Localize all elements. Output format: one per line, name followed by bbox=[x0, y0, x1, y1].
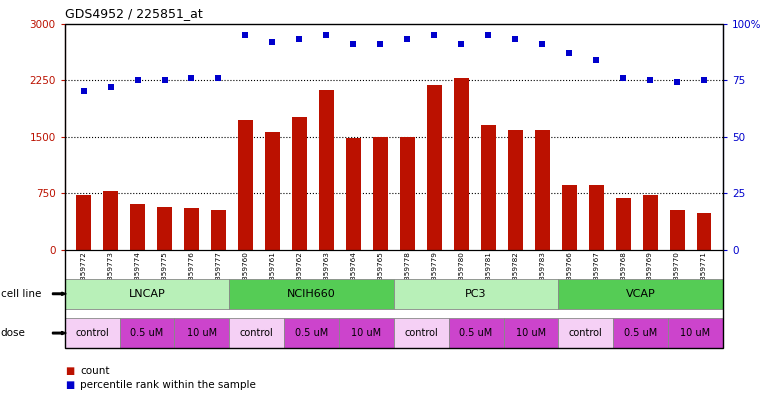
Bar bbox=[535, 130, 549, 250]
Text: LNCAP: LNCAP bbox=[129, 289, 165, 299]
Text: count: count bbox=[80, 366, 110, 376]
Bar bbox=[400, 137, 415, 250]
Bar bbox=[211, 210, 226, 250]
Text: PC3: PC3 bbox=[465, 289, 487, 299]
Bar bbox=[481, 125, 495, 250]
Bar bbox=[562, 185, 577, 250]
Text: control: control bbox=[569, 328, 603, 338]
Bar bbox=[265, 132, 280, 250]
Text: dose: dose bbox=[1, 328, 26, 338]
Text: 0.5 uM: 0.5 uM bbox=[460, 328, 492, 338]
Text: 0.5 uM: 0.5 uM bbox=[624, 328, 658, 338]
Text: VCAP: VCAP bbox=[626, 289, 655, 299]
Bar bbox=[292, 117, 307, 250]
Bar bbox=[157, 207, 172, 250]
Text: control: control bbox=[75, 328, 109, 338]
Bar bbox=[454, 78, 469, 250]
Bar bbox=[319, 90, 334, 250]
Text: cell line: cell line bbox=[1, 289, 41, 299]
Text: 0.5 uM: 0.5 uM bbox=[295, 328, 328, 338]
Bar bbox=[373, 137, 388, 250]
Text: NCIH660: NCIH660 bbox=[287, 289, 336, 299]
Bar bbox=[346, 138, 361, 250]
Bar bbox=[616, 198, 631, 250]
Bar bbox=[427, 84, 441, 250]
Text: GDS4952 / 225851_at: GDS4952 / 225851_at bbox=[65, 7, 202, 20]
Bar bbox=[589, 185, 603, 250]
Bar bbox=[670, 209, 684, 250]
Bar bbox=[130, 204, 145, 250]
Text: percentile rank within the sample: percentile rank within the sample bbox=[80, 380, 256, 390]
Bar bbox=[643, 195, 658, 250]
Text: ■: ■ bbox=[65, 366, 74, 376]
Text: 0.5 uM: 0.5 uM bbox=[130, 328, 164, 338]
Text: control: control bbox=[404, 328, 438, 338]
Bar bbox=[76, 195, 91, 250]
Text: 10 uM: 10 uM bbox=[680, 328, 711, 338]
Bar bbox=[103, 191, 118, 250]
Text: 10 uM: 10 uM bbox=[516, 328, 546, 338]
Text: ■: ■ bbox=[65, 380, 74, 390]
Bar bbox=[696, 213, 712, 250]
Text: 10 uM: 10 uM bbox=[352, 328, 381, 338]
Bar bbox=[238, 120, 253, 250]
Text: control: control bbox=[240, 328, 273, 338]
Bar bbox=[508, 130, 523, 250]
Bar bbox=[184, 208, 199, 250]
Text: 10 uM: 10 uM bbox=[186, 328, 217, 338]
